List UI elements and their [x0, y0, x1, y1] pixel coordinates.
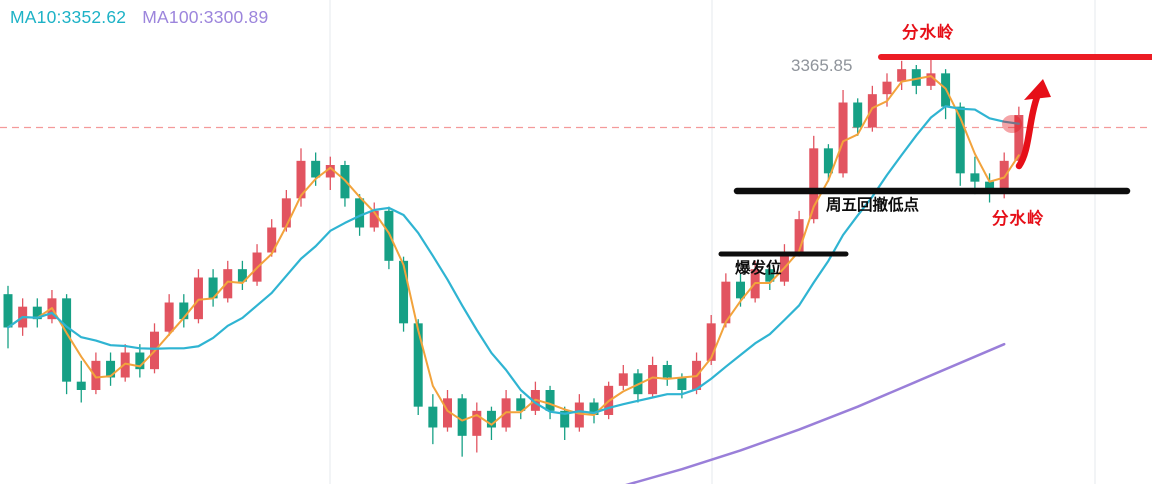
annotation-breakout-level: 爆发位	[735, 260, 782, 277]
gridlines-layer	[329, 0, 1096, 484]
annotations-layer	[718, 54, 1152, 257]
ma100-line	[625, 342, 1006, 484]
ma100-legend-label: MA100:3300.89	[142, 7, 269, 27]
annotation-watershed-right: 分水岭	[992, 210, 1045, 228]
moving-averages-layer	[6, 75, 1020, 484]
ma10-line	[6, 105, 1020, 415]
annotation-friday-pullback-low: 周五回撤低点	[826, 197, 920, 214]
up-arrow-shaft	[1015, 90, 1042, 170]
ma-legend: MA10:3352.62 MA100:3300.89	[10, 7, 268, 28]
up-arrow-head	[1024, 79, 1051, 100]
candles-layer	[3, 56, 1024, 457]
annotation-watershed-top: 分水岭	[902, 24, 955, 42]
ma-fast-line	[7, 75, 1020, 426]
red-highlight-blob	[1002, 115, 1022, 133]
price-high-label: 3365.85	[791, 56, 853, 75]
ma10-legend-label: MA10:3352.62	[10, 7, 127, 27]
